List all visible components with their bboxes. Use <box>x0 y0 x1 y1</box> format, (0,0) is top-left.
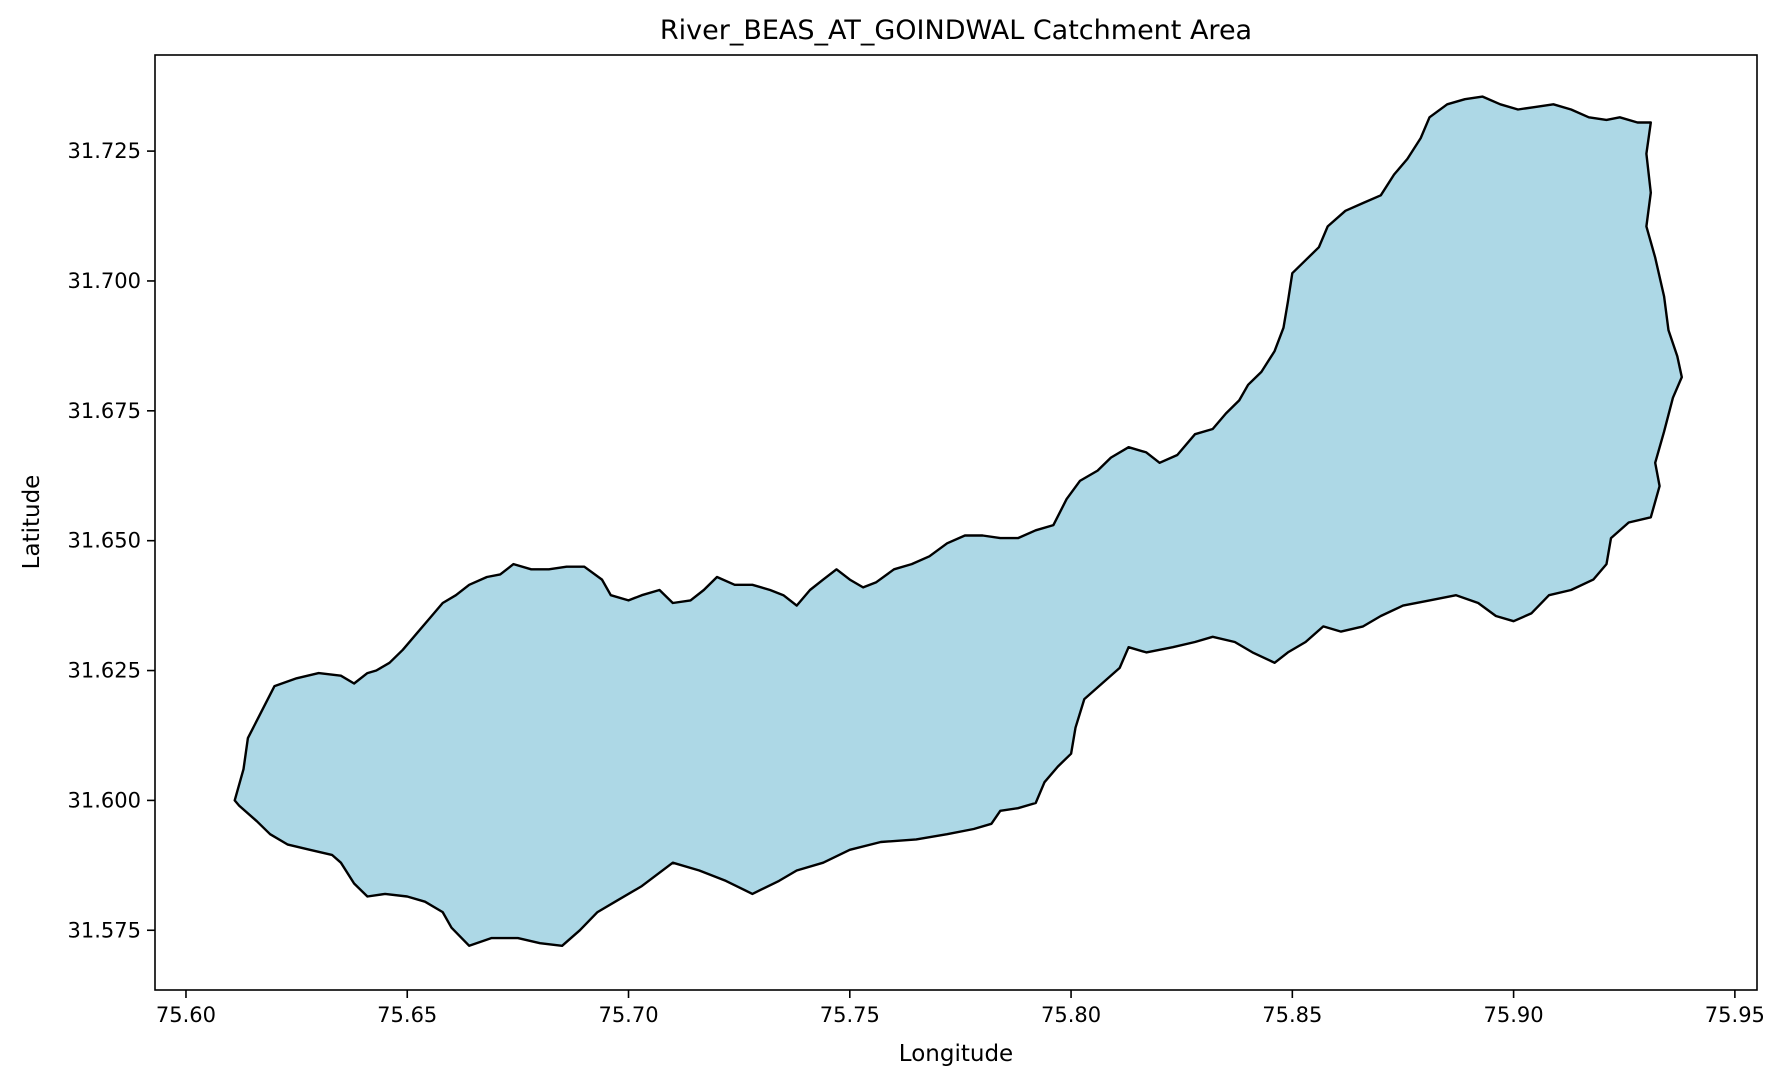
x-tick-label: 75.95 <box>1705 1003 1765 1027</box>
x-tick-label: 75.85 <box>1262 1003 1322 1027</box>
x-tick-label: 75.65 <box>377 1003 437 1027</box>
plot-frame <box>154 54 1758 991</box>
x-tick-label: 75.60 <box>156 1003 216 1027</box>
y-tick-label: 31.725 <box>68 139 141 163</box>
x-tick-label: 75.70 <box>598 1003 658 1027</box>
y-tick-label: 31.600 <box>68 788 141 812</box>
y-tick-label: 31.675 <box>68 399 141 423</box>
y-axis-label: Latitude <box>19 475 45 570</box>
y-tick-label: 31.700 <box>68 269 141 293</box>
x-tick-label: 75.90 <box>1484 1003 1544 1027</box>
catchment-polygon <box>233 95 1683 947</box>
x-axis-label: Longitude <box>899 1041 1013 1067</box>
x-tick-label: 75.75 <box>820 1003 880 1027</box>
x-tick-label: 75.80 <box>1041 1003 1101 1027</box>
chart-title: River_BEAS_AT_GOINDWAL Catchment Area <box>660 15 1252 46</box>
y-axis-ticks: 31.575 31.600 31.625 31.650 31.675 31.700 31.7… <box>68 139 155 942</box>
y-tick-label: 31.625 <box>68 659 141 683</box>
y-tick-label: 31.650 <box>68 529 141 553</box>
x-axis-ticks: 75.60 75.65 75.70 75.75 75.80 75.85 75.90 75.95 <box>156 990 1765 1027</box>
y-tick-label: 31.575 <box>68 918 141 942</box>
